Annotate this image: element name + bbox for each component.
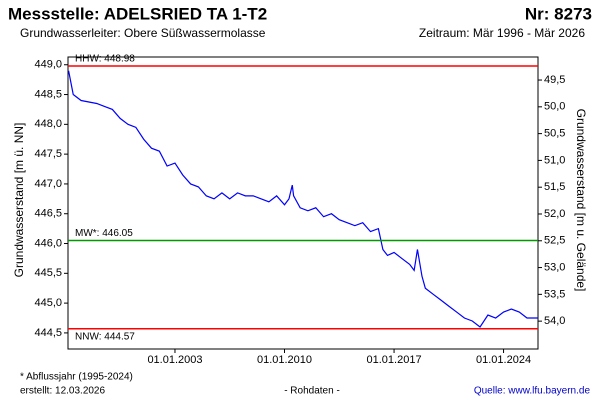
- y2-tick-label: 53,5: [544, 288, 565, 300]
- x-tick-label: 01.01.2017: [367, 354, 422, 366]
- footnote: * Abflussjahr (1995-2024): [20, 372, 133, 383]
- y2-tick-label: 51,0: [544, 154, 565, 166]
- created: erstellt: 12.03.2026: [20, 386, 105, 397]
- y2-tick-label: 54,0: [544, 315, 565, 327]
- y-tick-label: 448,5: [34, 88, 62, 100]
- y2-tick-label: 50,5: [544, 128, 565, 140]
- y-tick-label: 444,5: [34, 327, 62, 339]
- y2-axis-title: Grundwasserstand [m u. Gelände]: [574, 109, 588, 292]
- x-tick-label: 01.01.2003: [147, 354, 202, 366]
- y-tick-label: 447,5: [34, 148, 62, 160]
- y2-tick-label: 52,0: [544, 208, 565, 220]
- y-tick-label: 445,5: [34, 267, 62, 279]
- y-tick-label: 447,0: [34, 178, 62, 190]
- title: Messstelle: ADELSRIED TA 1-T2: [8, 4, 267, 23]
- data-line: [68, 70, 538, 328]
- subtitle: Grundwasserleiter: Obere Süßwassermolass…: [20, 26, 266, 40]
- reference-label: MW*: 446.05: [75, 228, 133, 239]
- station-number: Nr: 8273: [525, 4, 592, 23]
- x-tick-label: 01.01.2024: [476, 354, 531, 366]
- period: Zeitraum: Mär 1996 - Mär 2026: [419, 26, 585, 40]
- x-tick-label: 01.01.2010: [257, 354, 312, 366]
- data-note: - Rohdaten -: [284, 386, 340, 397]
- reference-label: NNW: 444.57: [75, 331, 135, 342]
- plot-frame: [67, 56, 539, 350]
- y-tick-label: 445,0: [34, 297, 62, 309]
- y-tick-label: 446,5: [34, 208, 62, 220]
- reference-label: HHW: 448.98: [75, 54, 135, 65]
- y-tick-label: 446,0: [34, 237, 62, 249]
- y2-tick-label: 52,5: [544, 235, 565, 247]
- y-tick-label: 448,0: [34, 118, 62, 130]
- y2-tick-label: 53,0: [544, 261, 565, 273]
- y-tick-label: 449,0: [34, 59, 62, 71]
- source[interactable]: Quelle: www.lfu.bayern.de: [474, 386, 591, 397]
- y2-tick-label: 50,0: [544, 101, 565, 113]
- y2-tick-label: 49,5: [544, 74, 565, 86]
- y2-tick-label: 51,5: [544, 181, 565, 193]
- y-axis-title: Grundwasserstand [m ü. NN]: [12, 123, 26, 278]
